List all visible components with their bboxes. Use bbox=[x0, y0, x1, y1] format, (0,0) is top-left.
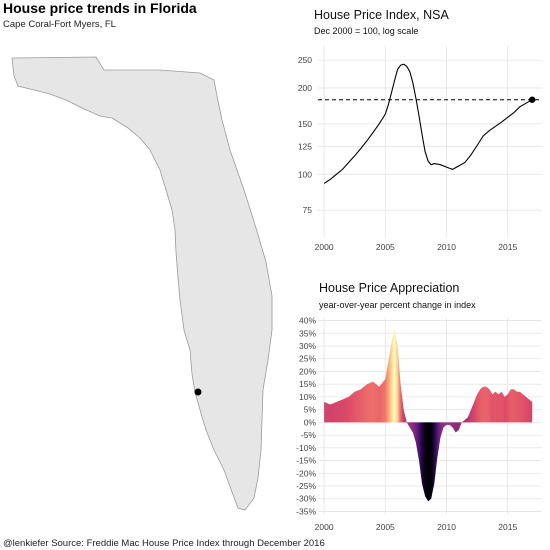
hpa-y-tick-label: -25% bbox=[296, 481, 316, 491]
hpa-y-tick-label: -10% bbox=[296, 443, 316, 453]
hpi-series-line bbox=[323, 63, 533, 184]
hpa-y-tick-label: 15% bbox=[299, 379, 316, 389]
hpa-y-axis: 40% 35% 30% 25% 20% 15% 10% 5% 0% -5% -10% -15% -20%… bbox=[296, 316, 316, 517]
florida-state-shape bbox=[11, 56, 273, 511]
hpa-x-tick-label: 2005 bbox=[376, 522, 395, 532]
hpa-y-tick-label: 40% bbox=[299, 316, 316, 326]
hpi-end-point bbox=[529, 96, 536, 103]
hpa-y-tick-label: 10% bbox=[299, 392, 316, 402]
hpi-chart: House Price Index, NSA Dec 2000 = 100, l… bbox=[298, 8, 542, 252]
hpa-x-tick-label: 2010 bbox=[437, 522, 456, 532]
hpi-y-axis: 75 100 125 150 200 250 bbox=[298, 55, 312, 215]
hpi-y-tick-label: 100 bbox=[298, 169, 312, 179]
hpi-x-tick-label: 2015 bbox=[498, 242, 517, 252]
hpi-chart-subtitle: Dec 2000 = 100, log scale bbox=[314, 26, 418, 36]
hpa-y-tick-label: 25% bbox=[299, 354, 316, 364]
hpi-chart-title: House Price Index, NSA bbox=[314, 8, 449, 22]
hpi-y-tick-label: 250 bbox=[298, 55, 312, 65]
hpa-y-tick-label: -15% bbox=[296, 456, 316, 466]
hpi-x-axis: 2000 2005 2010 2015 bbox=[315, 242, 518, 252]
hpi-y-tick-label: 200 bbox=[298, 83, 312, 93]
location-marker bbox=[194, 388, 202, 396]
hpa-x-tick-label: 2000 bbox=[315, 522, 334, 532]
hpa-y-tick-label: -5% bbox=[301, 430, 317, 440]
hpa-y-tick-label: 0% bbox=[304, 417, 317, 427]
hpa-y-tick-label: 5% bbox=[304, 405, 317, 415]
hpa-x-tick-label: 2015 bbox=[498, 522, 517, 532]
hpa-chart-subtitle: year-over-year percent change in index bbox=[319, 300, 476, 310]
hpi-x-tick-label: 2010 bbox=[437, 242, 456, 252]
hpa-y-tick-label: 30% bbox=[299, 341, 316, 351]
page-subtitle: Cape Coral-Fort Myers, FL bbox=[3, 19, 116, 30]
florida-map bbox=[11, 56, 273, 511]
hpa-x-axis: 2000 2005 2010 2015 bbox=[315, 522, 518, 532]
source-caption: @lenkiefer Source: Freddie Mac House Pri… bbox=[3, 538, 325, 549]
hpi-x-tick-label: 2000 bbox=[315, 242, 334, 252]
hpi-y-tick-label: 150 bbox=[298, 119, 312, 129]
hpa-y-tick-label: -20% bbox=[296, 468, 316, 478]
hpa-y-tick-label: -30% bbox=[296, 494, 316, 504]
hpa-chart-title: House Price Appreciation bbox=[319, 281, 459, 295]
hpa-y-tick-label: 35% bbox=[299, 328, 316, 338]
hpi-y-tick-label: 125 bbox=[298, 142, 312, 152]
hpi-y-tick-label: 75 bbox=[303, 205, 313, 215]
hpa-y-tick-label: -35% bbox=[296, 506, 316, 516]
hpa-series-area bbox=[324, 328, 533, 502]
hpi-x-tick-label: 2005 bbox=[376, 242, 395, 252]
page-title: House price trends in Florida bbox=[3, 0, 197, 16]
hpi-grid bbox=[318, 46, 542, 238]
hpa-chart: House Price Appreciation year-over-year … bbox=[296, 281, 542, 532]
hpa-y-tick-label: 20% bbox=[299, 366, 316, 376]
